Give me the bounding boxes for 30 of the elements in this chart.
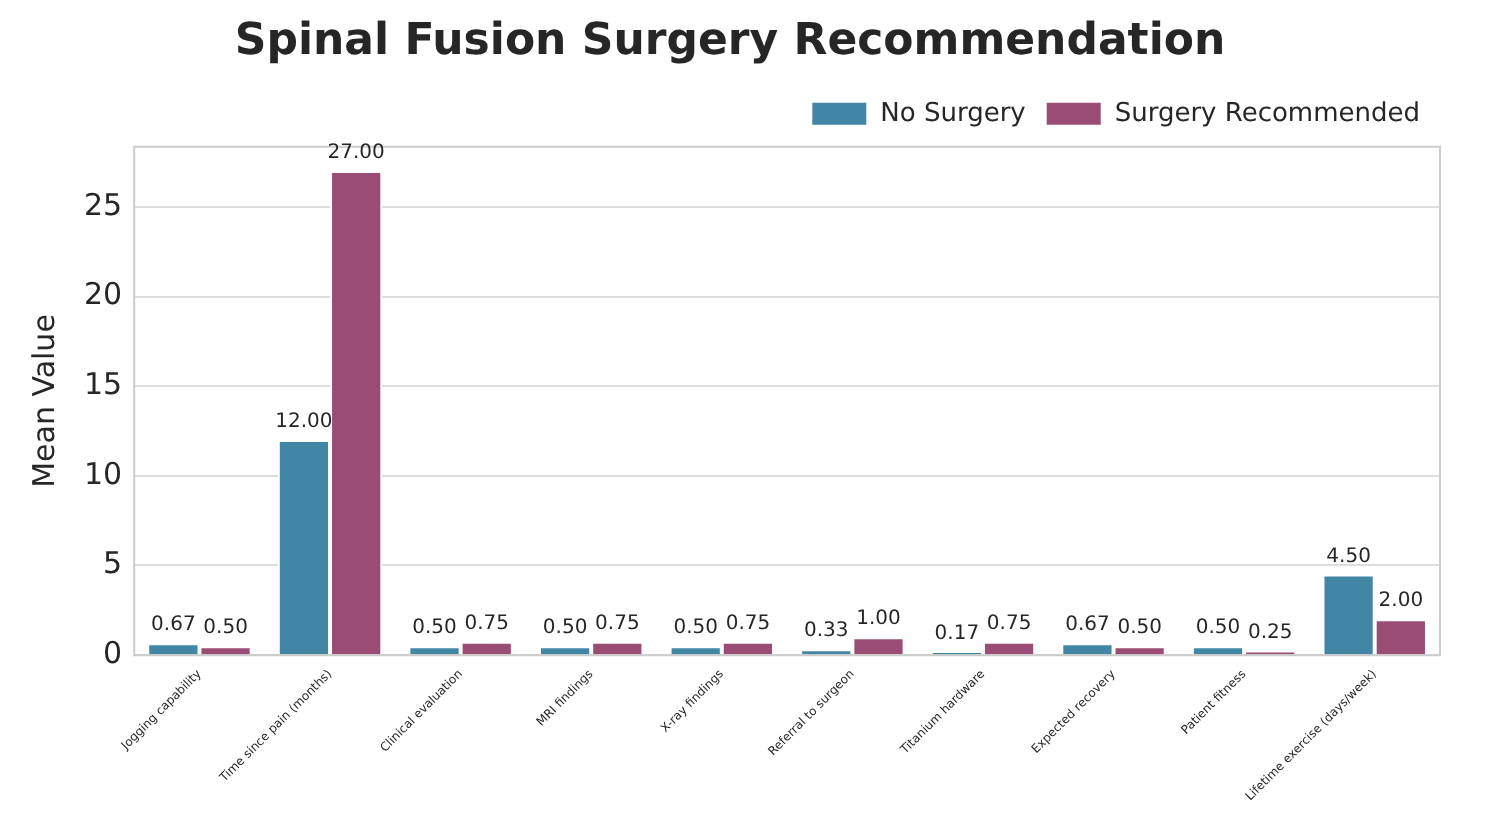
- data-label: 0.50: [1117, 617, 1162, 640]
- data-label: 0.50: [542, 617, 588, 640]
- y-tick-label: 0: [103, 634, 123, 671]
- y-tick-label: 10: [83, 455, 123, 492]
- data-label: 0.67: [1065, 614, 1110, 637]
- data-label: 0.75: [595, 612, 640, 635]
- data-label: 0.75: [464, 612, 510, 635]
- data-label: 4.50: [1326, 545, 1371, 568]
- data-label: 12.00: [275, 411, 333, 434]
- legend-label: Surgery Recommended: [1114, 98, 1421, 129]
- y-tick-label: 15: [83, 365, 123, 402]
- legend-label: No Surgery: [880, 98, 1027, 129]
- data-label: 0.17: [934, 623, 980, 646]
- data-label: 0.25: [1247, 621, 1293, 644]
- y-tick-label: 20: [83, 276, 123, 313]
- data-label: 0.50: [412, 617, 457, 640]
- data-label: 0.33: [804, 620, 849, 643]
- data-label: 0.50: [203, 617, 248, 640]
- y-tick-label: 5: [103, 545, 123, 582]
- data-label: 1.00: [856, 608, 901, 631]
- chart-title: Spinal Fusion Surgery Recommendation: [234, 15, 1226, 66]
- y-axis-title: Mean Value: [25, 314, 62, 488]
- data-label: 0.75: [725, 612, 771, 635]
- y-tick-label: 25: [83, 186, 123, 223]
- data-label: 0.50: [1195, 617, 1241, 640]
- data-label: 0.50: [673, 617, 718, 640]
- data-label: 27.00: [327, 142, 385, 165]
- data-label: 0.75: [986, 612, 1032, 635]
- data-label: 0.67: [151, 614, 196, 637]
- data-label: 2.00: [1378, 590, 1424, 613]
